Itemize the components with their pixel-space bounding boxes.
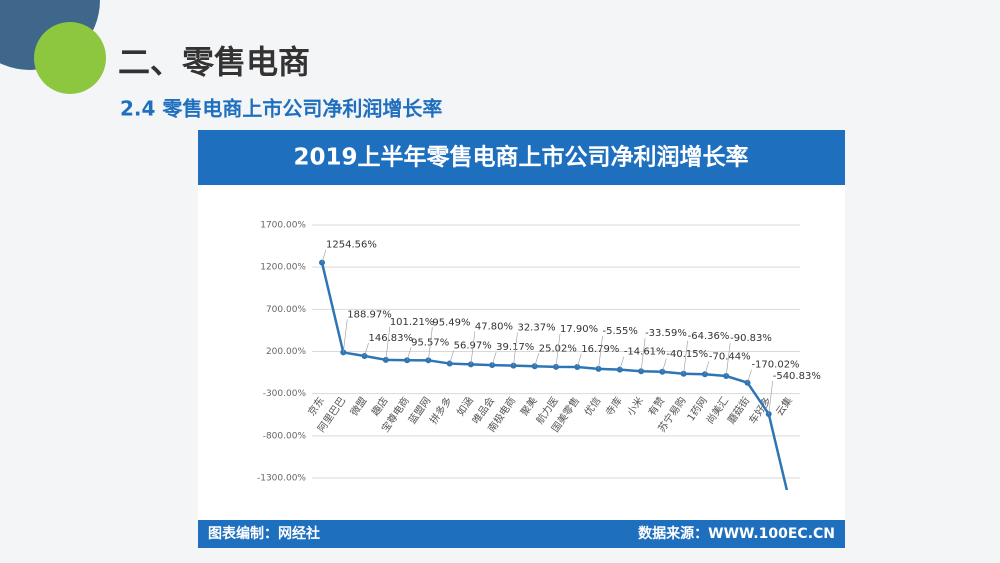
data-label: 95.57% <box>411 337 449 348</box>
data-label: 188.97% <box>347 309 392 320</box>
data-label: 17.90% <box>560 324 598 335</box>
slide-subtitle: 2.4 零售电商上市公司净利润增长率 <box>120 97 442 121</box>
leader-line <box>640 338 646 372</box>
leader-line <box>683 340 688 374</box>
leader-line <box>662 358 667 372</box>
y-tick-label: 200.00% <box>266 347 306 357</box>
y-tick-label: -800.00% <box>263 431 307 441</box>
leader-line <box>704 361 710 375</box>
leader-line <box>576 353 582 368</box>
data-label: -5.55% <box>603 326 638 337</box>
decor-circle <box>34 22 106 94</box>
data-label: 56.97% <box>454 341 492 352</box>
y-tick-label: 1700.00% <box>260 221 306 231</box>
leader-line <box>598 335 603 369</box>
slide-title: 二、零售电商 <box>118 43 310 81</box>
leader-line <box>428 327 433 361</box>
data-label: 39.17% <box>496 342 534 353</box>
leader-line <box>406 347 412 361</box>
data-label: 47.80% <box>475 321 513 332</box>
footer-left: 图表编制：网经社 <box>208 525 320 542</box>
y-tick-label: 700.00% <box>266 305 306 315</box>
data-label: -70.44% <box>709 351 751 362</box>
data-label: 101.21% <box>390 317 435 328</box>
data-label: 1254.56% <box>326 240 377 251</box>
data-label: -40.15% <box>666 349 708 360</box>
data-label: 32.37% <box>517 323 555 334</box>
chart-title: 2019上半年零售电商上市公司净利润增长率 <box>293 144 748 171</box>
leader-line <box>342 319 348 353</box>
leader-line <box>470 331 476 365</box>
data-label: -14.61% <box>624 347 666 358</box>
leader-line <box>768 380 774 415</box>
data-label: -90.83% <box>730 333 772 344</box>
data-label: 146.83% <box>369 333 414 344</box>
chart-footer <box>198 520 845 548</box>
data-label: 16.79% <box>581 344 619 355</box>
leader-line <box>364 342 369 357</box>
leader-line <box>619 356 625 370</box>
leader-line <box>321 249 327 263</box>
footer-right: 数据来源：WWW.100EC.CN <box>638 525 835 542</box>
data-label: -64.36% <box>688 331 730 342</box>
chart-header <box>198 130 845 185</box>
leader-line <box>385 326 391 360</box>
leader-line <box>513 332 518 366</box>
leader-line <box>449 350 454 364</box>
leader-line <box>491 351 497 366</box>
leader-line <box>725 342 731 377</box>
leader-line <box>555 333 561 367</box>
data-label: -170.02% <box>751 360 799 371</box>
data-label: -33.59% <box>645 328 687 339</box>
y-tick-label: -1300.00% <box>257 474 306 484</box>
leader-line <box>534 353 540 367</box>
data-label: 25.02% <box>539 343 577 354</box>
data-label: 95.49% <box>432 317 470 328</box>
y-tick-label: 1200.00% <box>260 263 306 273</box>
leader-line <box>747 369 752 383</box>
data-label: -540.83% <box>773 371 821 382</box>
y-tick-label: -300.00% <box>263 389 307 399</box>
